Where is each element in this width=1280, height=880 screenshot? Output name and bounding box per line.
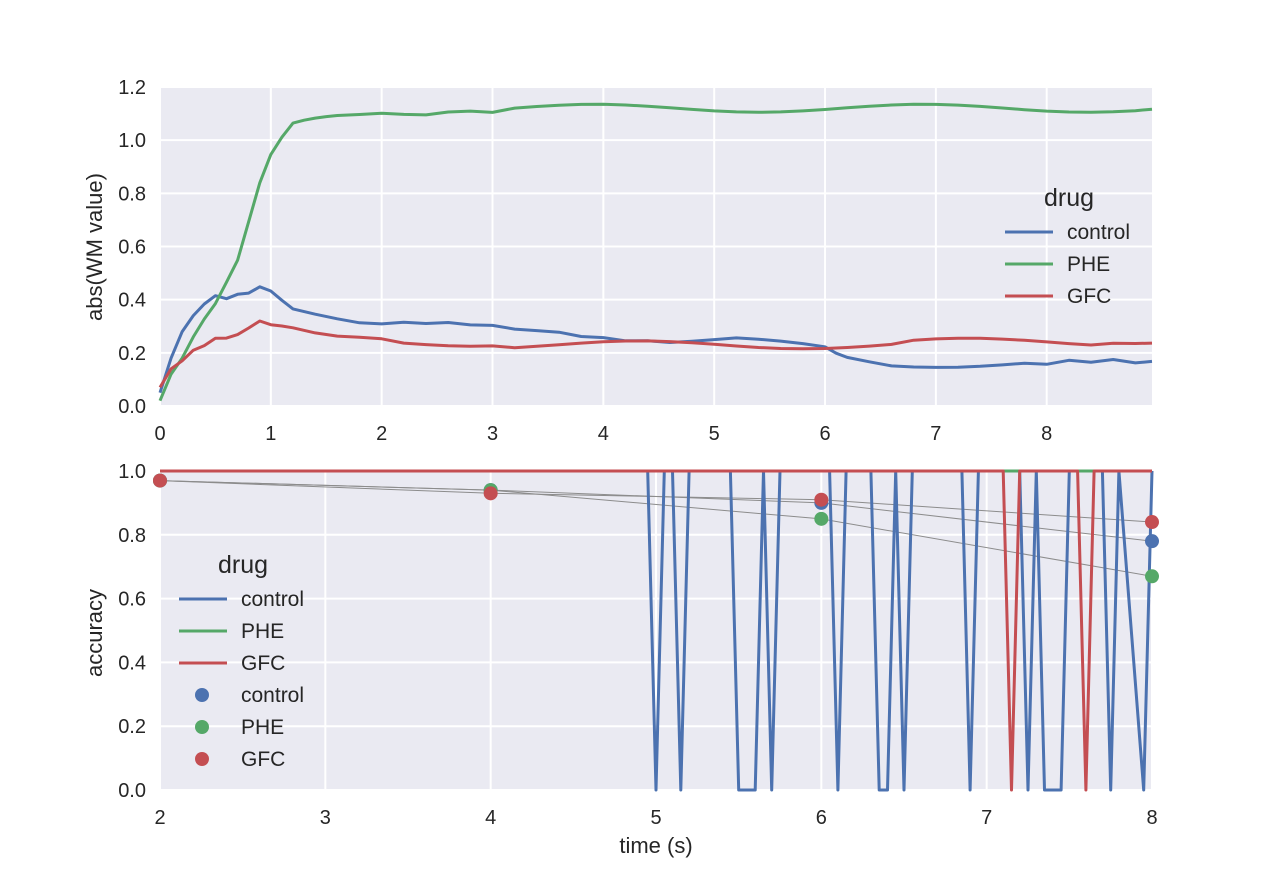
y-tick-label: 0.8 bbox=[118, 525, 146, 547]
accuracy-panel: 2 3 4 5 6 7 8 0.0 0.2 0.4 0.6 0.8 1.0 accuracy time… bbox=[82, 461, 1159, 858]
y-axis-label: accuracy bbox=[82, 589, 107, 677]
legend: drug control PHE GFC bbox=[1005, 184, 1130, 308]
legend-marker-control bbox=[195, 688, 209, 702]
legend-marker-phe bbox=[195, 720, 209, 734]
legend-label-gfc: GFC bbox=[1067, 285, 1111, 308]
line-control bbox=[158, 285, 1153, 394]
legend-label-phe-points: PHE bbox=[241, 716, 284, 739]
series-points bbox=[153, 473, 1159, 584]
y-tick-label: 0.6 bbox=[118, 589, 146, 611]
wm-value-panel: 0 1 2 3 4 5 6 7 8 0.0 0.2 0.4 0.6 0.8 1.0 1.2 abs(WM v… bbox=[82, 77, 1153, 445]
legend-label-phe: PHE bbox=[241, 620, 284, 643]
legend-label-control-points: control bbox=[241, 684, 304, 707]
legend-label-phe: PHE bbox=[1067, 253, 1110, 276]
x-tick-label: 1 bbox=[265, 423, 276, 445]
series-lines bbox=[158, 102, 1153, 402]
point-gfc bbox=[814, 492, 829, 507]
line-gfc bbox=[158, 319, 1153, 389]
x-tick-label: 2 bbox=[376, 423, 387, 445]
y-tick-label: 1.0 bbox=[118, 130, 146, 152]
point-gfc bbox=[483, 486, 498, 501]
y-tick-label: 0.0 bbox=[118, 396, 146, 418]
fit-curves bbox=[159, 480, 1153, 577]
y-tick-labels: 0.0 0.2 0.4 0.6 0.8 1.0 bbox=[118, 461, 146, 802]
point-control bbox=[1145, 534, 1159, 549]
point-phe bbox=[1145, 569, 1159, 584]
x-tick-label: 2 bbox=[154, 807, 165, 829]
x-tick-label: 0 bbox=[154, 423, 165, 445]
y-tick-label: 1.2 bbox=[118, 77, 146, 99]
y-axis-label: abs(WM value) bbox=[82, 173, 107, 321]
x-tick-labels: 2 3 4 5 6 7 8 bbox=[154, 807, 1157, 829]
x-tick-label: 3 bbox=[320, 807, 331, 829]
line-phe bbox=[158, 102, 1153, 402]
y-tick-label: 1.0 bbox=[118, 461, 146, 483]
line-gfc bbox=[160, 469, 1152, 792]
legend: drug control PHE GFC control PHE GFC bbox=[179, 551, 304, 771]
x-tick-labels: 0 1 2 3 4 5 6 7 8 bbox=[154, 423, 1052, 445]
point-gfc bbox=[1145, 515, 1159, 530]
y-tick-label: 0.2 bbox=[118, 343, 146, 365]
x-tick-label: 8 bbox=[1041, 423, 1052, 445]
x-tick-label: 8 bbox=[1146, 807, 1157, 829]
y-tick-label: 0.4 bbox=[118, 290, 146, 312]
point-gfc bbox=[153, 473, 167, 488]
x-tick-label: 7 bbox=[930, 423, 941, 445]
legend-title: drug bbox=[218, 551, 268, 579]
x-tick-label: 4 bbox=[598, 423, 609, 445]
y-tick-label: 0.4 bbox=[118, 652, 146, 674]
gridlines bbox=[159, 86, 1152, 407]
x-tick-label: 5 bbox=[650, 807, 661, 829]
legend-label-gfc: GFC bbox=[241, 652, 285, 675]
legend-marker-gfc bbox=[195, 752, 209, 766]
series-lines bbox=[160, 469, 1154, 792]
y-tick-label: 0.8 bbox=[118, 183, 146, 205]
legend-label-control: control bbox=[1067, 221, 1130, 244]
fit-curve-phe bbox=[159, 480, 1153, 577]
legend-label-gfc-points: GFC bbox=[241, 748, 285, 771]
x-tick-label: 6 bbox=[819, 423, 830, 445]
y-tick-label: 0.0 bbox=[118, 780, 146, 802]
legend-label-control: control bbox=[241, 588, 304, 611]
x-tick-label: 4 bbox=[485, 807, 496, 829]
fit-curve-gfc bbox=[159, 480, 1153, 523]
x-tick-label: 3 bbox=[487, 423, 498, 445]
y-tick-labels: 0.0 0.2 0.4 0.6 0.8 1.0 1.2 bbox=[118, 77, 146, 418]
y-tick-label: 0.2 bbox=[118, 716, 146, 738]
x-tick-label: 6 bbox=[816, 807, 827, 829]
x-tick-label: 5 bbox=[709, 423, 720, 445]
x-axis-label: time (s) bbox=[619, 833, 692, 858]
legend-title: drug bbox=[1044, 184, 1094, 212]
point-phe bbox=[814, 511, 829, 526]
y-tick-label: 0.6 bbox=[118, 237, 146, 259]
x-tick-label: 7 bbox=[981, 807, 992, 829]
gridlines bbox=[159, 470, 1153, 791]
